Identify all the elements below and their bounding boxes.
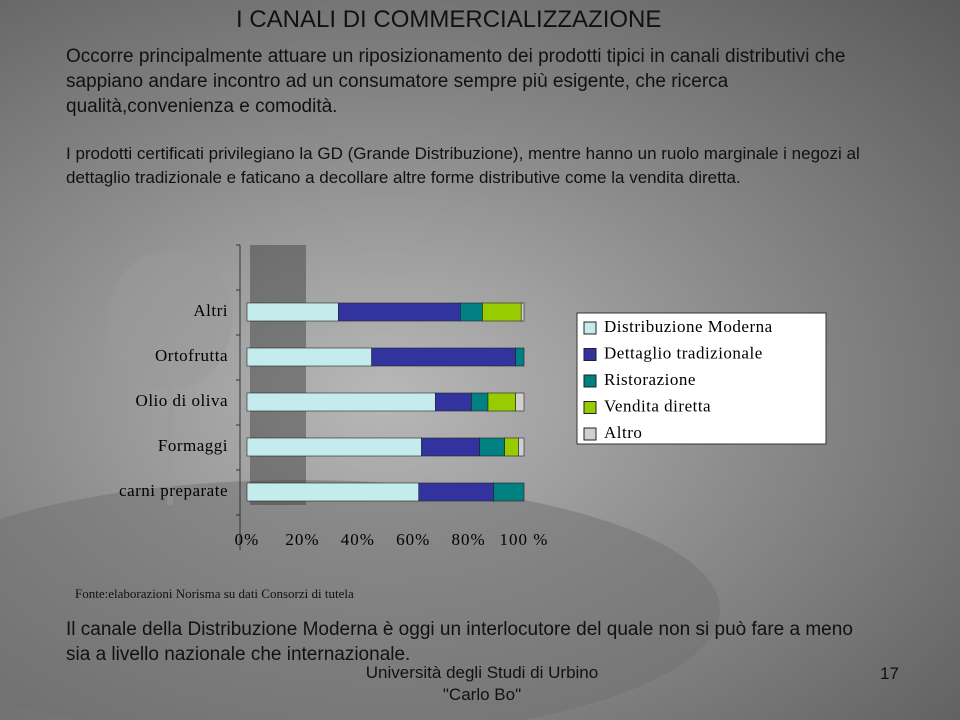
bar-segment [515,347,525,367]
x-tick-label: 100 % [500,530,549,549]
legend-label: Altro [604,423,642,442]
footer-institution: Università degli Studi di Urbino "Carlo … [365,663,599,704]
paragraph: I prodotti certificati privilegiano la G… [66,144,860,187]
bar-segment [418,482,494,502]
bar-segment [518,437,525,457]
bar-segment [246,347,372,367]
bar-segment [246,482,420,502]
bar-segment [479,437,505,457]
bar-segment [246,302,339,322]
legend-label: Ristorazione [604,370,696,389]
legend-label: Vendita diretta [604,396,711,415]
bar-segment [471,392,489,412]
bar-segment [520,302,525,322]
bar-segment [421,437,480,457]
category-label: Ortofrutta [155,346,228,365]
category-label: Altri [193,301,228,320]
x-tick-label: 40% [341,530,375,549]
x-tick-label: 60% [396,530,430,549]
bar-segment [246,392,436,412]
source-note: Fonte:elaborazioni Norisma su dati Conso… [75,586,354,601]
bar-segment [338,302,461,322]
slide-title: I CANALI DI COMMERCIALIZZAZIONE [236,6,662,33]
bar-segment [504,437,519,457]
page-number: 17 [880,664,899,683]
bar-segment [246,437,422,457]
category-label: Olio di oliva [136,391,228,410]
legend-swatch [583,374,597,388]
legend-swatch [583,427,597,441]
category-label: Formaggi [158,436,228,455]
paragraph: Il canale della Distribuzione Moderna è … [66,619,853,665]
legend-swatch [583,348,597,361]
legend-label: Dettaglio tradizionale [604,343,763,362]
bar-segment [482,302,522,322]
legend-box [576,312,827,445]
legend-swatch [583,321,597,335]
legend-label: Distribuzione Moderna [604,317,773,336]
legend-swatch [583,401,597,414]
bar-segment [435,392,472,412]
bar-segment [371,347,516,367]
category-label: carni preparate [119,481,228,500]
x-tick-label: 80% [452,530,486,549]
bar-segment [459,302,483,322]
bar-segment [515,392,525,412]
bar-segment [493,482,525,502]
x-tick-label: 20% [285,530,319,549]
x-tick-label: 0% [235,530,260,549]
paragraph: Occorre principalmente attuare un riposi… [66,46,846,117]
bar-segment [487,392,516,412]
